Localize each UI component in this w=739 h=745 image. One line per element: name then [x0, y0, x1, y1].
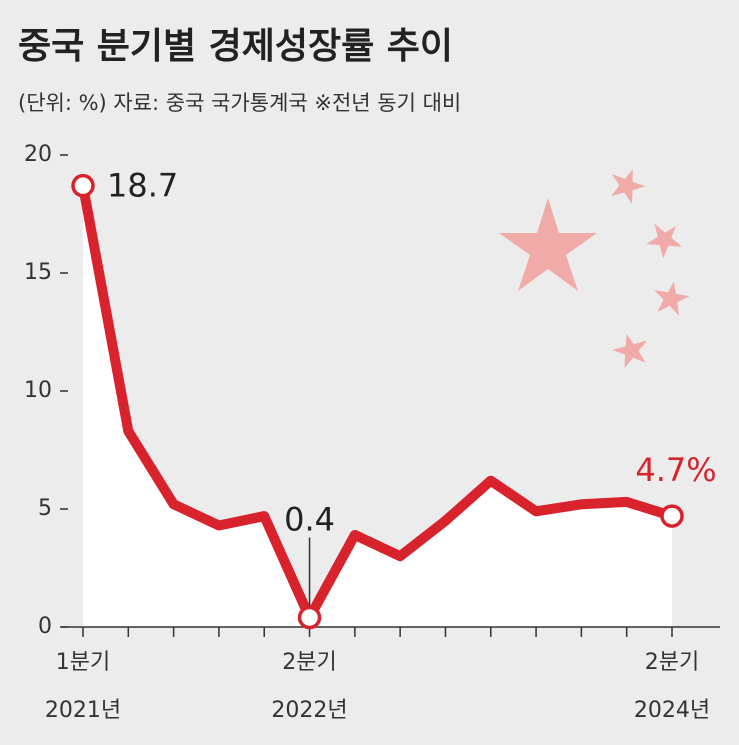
y-tick-label: 0: [38, 614, 52, 639]
small-star: [646, 223, 683, 259]
y-tick-label: 15: [24, 260, 52, 285]
data-label: 0.4: [284, 501, 335, 539]
chart-subtitle: (단위: %) 자료: 중국 국가통계국 ※전년 동기 대비: [18, 91, 461, 115]
y-tick-label: 20: [24, 142, 52, 167]
x-tick-label: 2분기: [645, 650, 699, 675]
flag-stars: [499, 169, 690, 369]
line: [78, 184, 674, 623]
data-label: 4.7%: [635, 451, 716, 489]
small-star: [612, 333, 648, 369]
y-tick-label: 5: [38, 496, 52, 521]
point: [297, 605, 322, 630]
small-star: [611, 169, 646, 204]
x-tick-year: 2021년: [45, 698, 121, 723]
big-star: [499, 198, 597, 291]
chart-title: 중국 분기별 경제성장률 추이: [18, 26, 453, 67]
x-tick-label: 1분기: [56, 650, 110, 675]
point: [71, 173, 95, 198]
small-star: [654, 281, 690, 316]
point: [660, 504, 684, 528]
x-tick-label: 2분기: [282, 650, 336, 675]
x-tick-year: 2024년: [634, 698, 710, 723]
data-label: 18.7: [107, 167, 178, 205]
y-tick-label: 10: [24, 378, 52, 403]
x-tick-year: 2022년: [271, 698, 347, 723]
area: [83, 185, 672, 627]
